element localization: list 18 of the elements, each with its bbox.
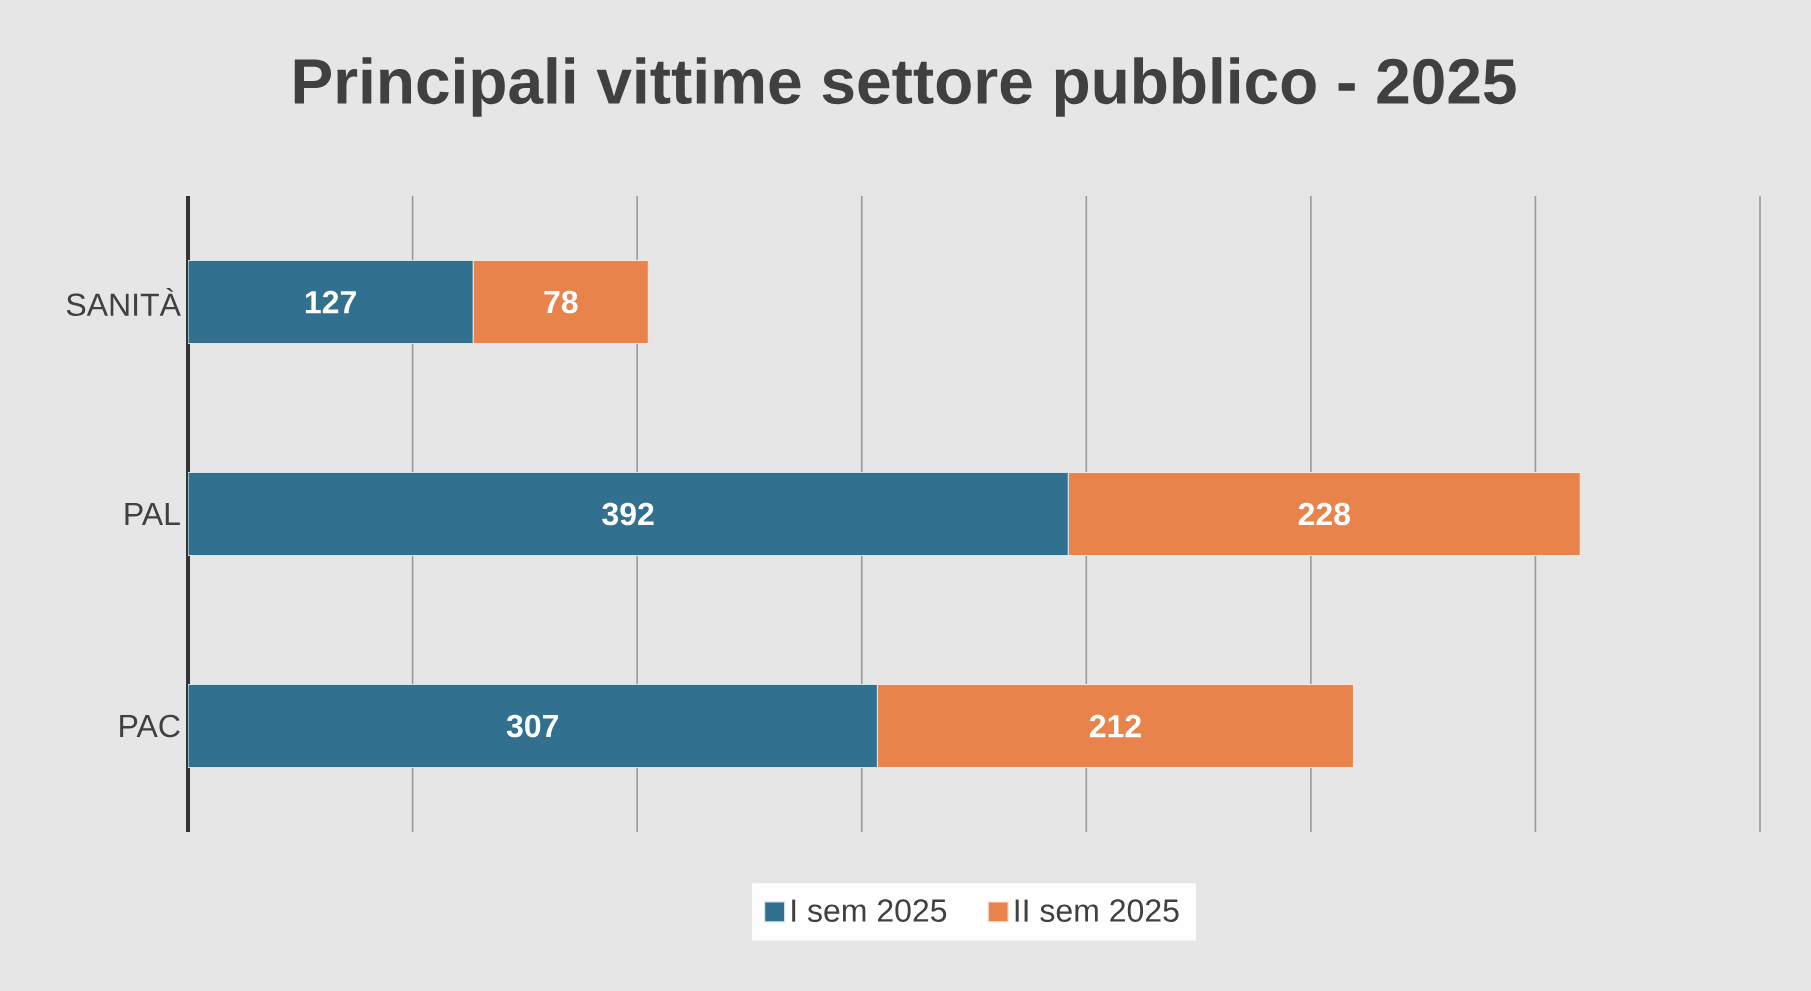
- bar: [188, 259, 474, 345]
- data-label: 228: [1298, 502, 1351, 526]
- bar: [876, 683, 1355, 769]
- data-label: 78: [544, 290, 578, 314]
- y-tick-label: PAC: [120, 714, 180, 738]
- data-label: 392: [602, 502, 654, 526]
- bar: [188, 683, 879, 769]
- y-tick-label: SANITÀ: [66, 287, 181, 317]
- chart-title: Principali vittime settore pubblico - 2025: [294, 57, 1516, 117]
- legend-label: I sem 2025: [792, 899, 947, 922]
- bar: [472, 259, 649, 345]
- legend-label: II sem 2025: [1015, 899, 1179, 922]
- y-tick-label: PAL: [125, 502, 180, 525]
- data-label: 127: [305, 290, 356, 314]
- data-label: 307: [506, 714, 558, 738]
- bar: [188, 471, 1069, 557]
- bar: [1067, 471, 1581, 557]
- data-label: 212: [1089, 714, 1141, 738]
